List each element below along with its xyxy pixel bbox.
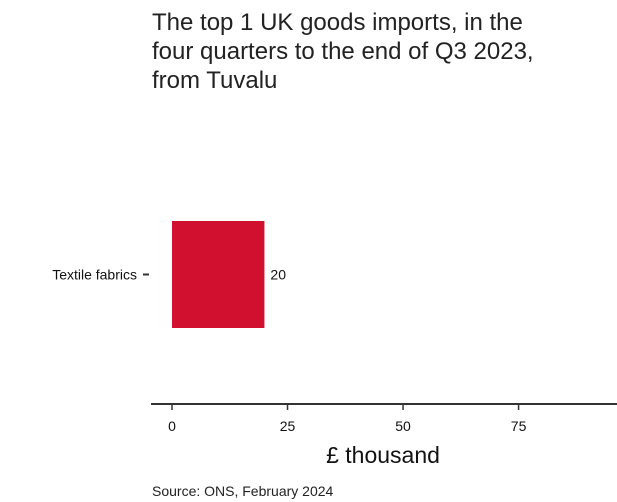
bar-textile-fabrics (172, 221, 265, 328)
bar-chart: 20 Textile fabrics 0 25 50 75 £ thousand (52, 221, 617, 468)
source-note: Source: ONS, February 2024 (152, 483, 334, 499)
x-axis-tick-label: 0 (168, 418, 176, 434)
x-axis-tick-label: 75 (511, 418, 527, 434)
y-axis-tick-label: Textile fabrics (52, 267, 137, 283)
data-label: 20 (270, 267, 286, 283)
x-axis-title: £ thousand (326, 442, 440, 468)
x-axis-tick-label: 50 (395, 418, 411, 434)
x-axis-tick-label: 25 (280, 418, 296, 434)
chart-title: The top 1 UK goods imports, in the four … (152, 9, 534, 94)
